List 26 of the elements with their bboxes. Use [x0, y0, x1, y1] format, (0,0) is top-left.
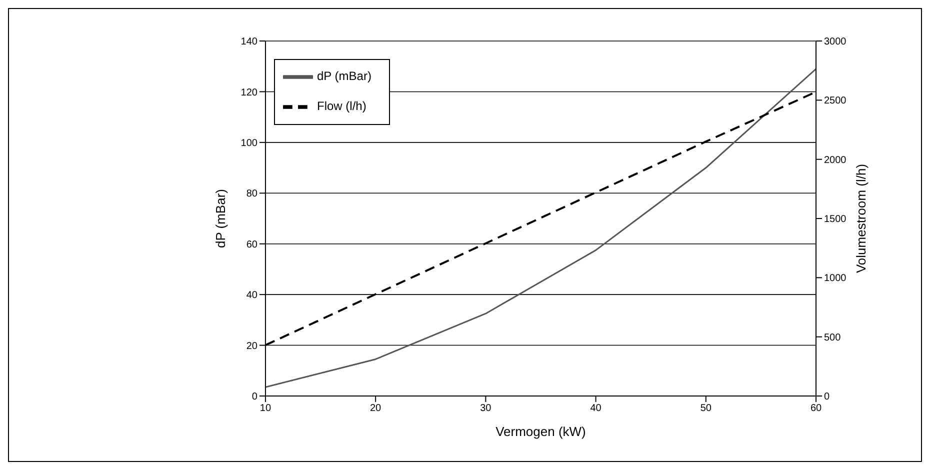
legend-label: Flow (l/h)	[317, 99, 366, 114]
y2-tick-label: 1500	[824, 214, 847, 226]
x-tick-label: 50	[700, 403, 712, 414]
y2-tick-label: 2000	[824, 154, 847, 166]
legend-label: dP (mBar)	[317, 69, 372, 84]
y-tick-label: 100	[240, 138, 258, 149]
y2-tick-label: 500	[824, 332, 842, 344]
y-tick-label: 20	[246, 340, 258, 352]
x-tick-label: 10	[260, 403, 272, 414]
y2-tick-label: 3000	[824, 36, 847, 48]
y2-axis-title: Volumestroom (l/h)	[854, 164, 869, 274]
y-tick-label: 60	[246, 239, 258, 250]
y-axis-title: dP (mBar)	[213, 189, 228, 248]
y-tick-label: 0	[252, 392, 258, 403]
y2-tick-label: 2500	[824, 96, 847, 107]
x-axis-title: Vermogen (kW)	[496, 424, 586, 439]
x-tick-label: 20	[370, 403, 382, 414]
y-tick-label: 120	[240, 87, 258, 98]
x-tick-label: 60	[810, 403, 822, 414]
y2-tick-label: 1000	[824, 273, 847, 284]
y2-tick-label: 0	[824, 392, 830, 403]
x-tick-label: 30	[480, 403, 492, 414]
y-tick-label: 140	[240, 36, 258, 48]
y-tick-label: 80	[246, 188, 258, 200]
x-tick-label: 40	[590, 403, 602, 414]
y-tick-label: 40	[246, 290, 258, 302]
